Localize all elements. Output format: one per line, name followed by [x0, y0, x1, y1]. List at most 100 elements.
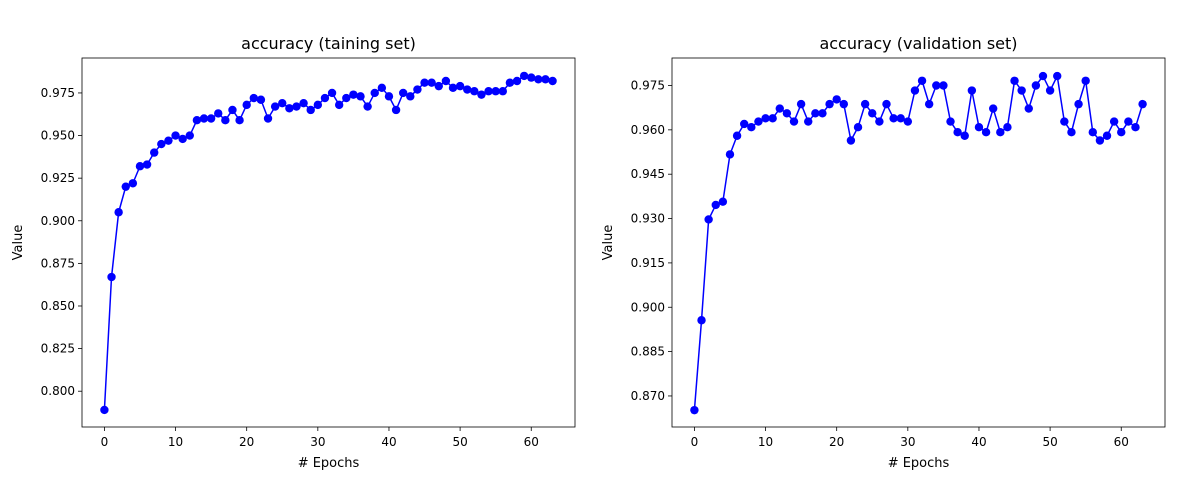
data-point — [754, 117, 763, 126]
data-point — [825, 99, 834, 109]
data-point — [142, 160, 152, 169]
data-point — [270, 102, 280, 111]
data-point — [882, 99, 891, 109]
data-point — [391, 105, 401, 115]
x-tick-label: 0 — [101, 435, 109, 449]
data-point — [150, 148, 159, 157]
y-tick-label: 0.885 — [631, 345, 665, 359]
data-point — [690, 405, 699, 415]
data-point — [306, 105, 315, 115]
data-point — [107, 272, 116, 282]
data-point — [1117, 128, 1126, 137]
data-point — [967, 86, 977, 95]
data-point — [1038, 71, 1048, 81]
data-point — [334, 100, 344, 110]
data-point — [718, 197, 728, 206]
data-point — [263, 114, 273, 123]
data-point — [1131, 122, 1140, 132]
data-point — [406, 92, 415, 101]
data-point — [732, 131, 742, 140]
y-tick-label: 0.930 — [631, 212, 665, 226]
data-point — [974, 122, 984, 132]
data-point — [534, 75, 543, 84]
data-point — [775, 104, 784, 113]
plot-frame — [671, 57, 1166, 428]
data-point — [484, 87, 493, 96]
data-point — [463, 85, 472, 94]
data-point — [789, 117, 799, 126]
data-point — [932, 81, 941, 90]
data-point — [1124, 117, 1133, 126]
data-point — [1095, 136, 1105, 145]
data-point — [199, 114, 209, 123]
data-point — [804, 117, 813, 126]
data-point — [242, 100, 251, 110]
data-point — [114, 208, 123, 217]
data-point — [988, 104, 998, 113]
x-tick-label: 60 — [524, 435, 539, 449]
data-point — [541, 75, 550, 84]
data-point — [477, 90, 486, 99]
y-tick-label: 0.870 — [631, 389, 665, 403]
data-point — [1060, 117, 1069, 126]
data-point — [313, 100, 323, 110]
x-tick-label: 50 — [1042, 435, 1057, 449]
data-point — [1088, 128, 1097, 137]
series-line — [693, 75, 1144, 411]
data-point — [740, 119, 749, 129]
data-point — [221, 116, 230, 125]
data-point — [868, 109, 877, 118]
data-point — [235, 116, 244, 125]
data-point — [1024, 104, 1033, 113]
data-point — [953, 128, 962, 137]
data-point — [896, 114, 905, 123]
data-point — [185, 131, 194, 140]
data-point — [853, 122, 863, 132]
data-point — [768, 114, 777, 123]
x-tick-label: 50 — [452, 435, 467, 449]
data-point — [171, 131, 180, 140]
series-line — [103, 75, 553, 411]
data-point — [996, 128, 1005, 137]
data-point — [1081, 76, 1090, 85]
y-tick-label: 0.850 — [41, 299, 75, 313]
x-tick-label: 30 — [310, 435, 325, 449]
data-point — [1053, 71, 1062, 81]
data-point — [1031, 81, 1041, 90]
data-point — [413, 85, 422, 94]
data-point — [782, 109, 792, 118]
data-point — [939, 81, 948, 90]
data-point — [725, 150, 735, 159]
data-point — [455, 81, 465, 91]
data-point — [761, 114, 770, 123]
data-point — [1102, 131, 1112, 140]
data-point — [548, 76, 557, 86]
data-point — [377, 83, 387, 93]
y-tick-label: 0.900 — [631, 300, 665, 314]
data-point — [206, 114, 216, 123]
x-tick-label: 30 — [900, 435, 915, 449]
data-point — [697, 316, 706, 325]
data-point — [498, 87, 507, 96]
data-point — [157, 139, 166, 149]
x-tick-label: 10 — [168, 435, 183, 449]
x-tick-label: 40 — [381, 435, 396, 449]
data-point — [384, 92, 394, 101]
data-point — [811, 109, 820, 118]
data-point — [228, 105, 237, 115]
data-point — [292, 102, 301, 111]
y-tick-label: 0.900 — [41, 214, 75, 228]
y-tick-label: 0.800 — [41, 384, 75, 398]
data-point — [924, 99, 934, 109]
data-point — [121, 182, 130, 191]
data-point — [249, 93, 259, 103]
data-point — [704, 215, 713, 224]
data-point — [299, 98, 308, 108]
data-point — [363, 102, 372, 111]
data-point — [214, 109, 223, 118]
data-point — [1017, 86, 1026, 95]
data-point — [519, 71, 529, 81]
data-point — [981, 128, 991, 137]
y-tick-label: 0.975 — [41, 86, 75, 100]
data-point — [434, 81, 443, 91]
